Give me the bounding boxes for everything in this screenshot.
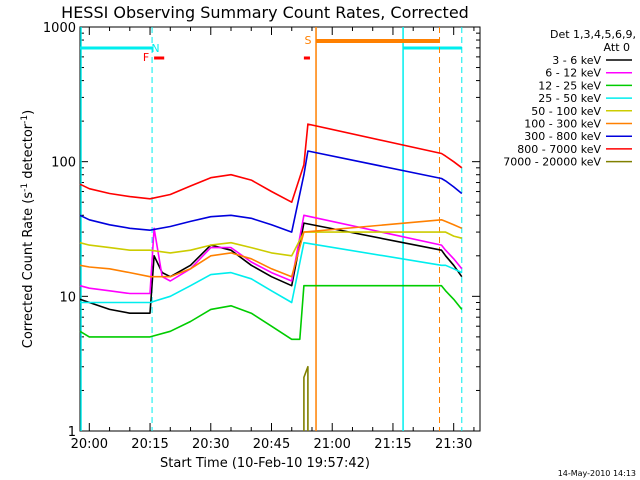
footer-date: 14-May-2010 14:13	[558, 469, 636, 478]
y-axis: 1 10 100 1000	[43, 21, 480, 440]
x-axis: 20:00 20:15 20:30 20:45 21:00 21:15 21:30	[71, 27, 475, 452]
legend-label: 7000 - 20000 keV	[503, 156, 601, 169]
x-tick-label: 21:30	[435, 437, 472, 452]
plot-frame	[79, 26, 481, 432]
x-axis-label: Start Time (10-Feb-10 19:57:42)	[160, 456, 370, 471]
chart-title: HESSI Observing Summary Count Rates, Cor…	[61, 3, 469, 22]
series-line-3	[80, 241, 463, 304]
series-line-4	[79, 231, 463, 257]
y-tick-label: 1000	[43, 21, 76, 36]
series-line-2	[79, 284, 463, 341]
legend-label: 100 - 300 keV	[524, 118, 601, 131]
flag-label-n: N	[151, 42, 159, 55]
x-tick-label: 20:30	[192, 437, 229, 452]
legend-label: 50 - 100 keV	[531, 105, 601, 118]
observing-flags: FN S	[80, 27, 463, 431]
x-tick-label: 20:15	[131, 437, 168, 452]
series-layer	[79, 123, 463, 431]
y-tick-label: 10	[59, 290, 76, 305]
legend-title-1: Det 1,3,4,5,6,9,	[550, 28, 636, 41]
legend-label: 800 - 7000 keV	[517, 143, 601, 156]
series-line-7	[79, 123, 463, 203]
series-line-8	[303, 365, 309, 431]
y-tick-label: 100	[51, 156, 76, 171]
legend-label: 12 - 25 keV	[538, 79, 601, 92]
legend-label: 300 - 800 keV	[524, 130, 601, 143]
legend-label: 3 - 6 keV	[552, 54, 601, 67]
x-tick-label: 20:45	[253, 437, 290, 452]
legend-label: 6 - 12 keV	[545, 67, 601, 80]
legend-label: 25 - 50 keV	[538, 92, 601, 105]
y-axis-label: Corrected Count Rate (s-1 detector-1)	[20, 110, 36, 348]
y-tick-label: 1	[68, 425, 76, 440]
flag-label-f: F	[143, 51, 149, 64]
x-tick-label: 21:15	[374, 437, 411, 452]
series-line-6	[79, 150, 463, 233]
series-line-1	[79, 214, 463, 295]
flag-label-s: S	[304, 34, 311, 47]
legend-title-2: Att 0	[604, 41, 630, 54]
x-tick-label: 20:00	[71, 437, 108, 452]
series-line-5	[79, 219, 463, 278]
x-tick-label: 21:00	[313, 437, 350, 452]
